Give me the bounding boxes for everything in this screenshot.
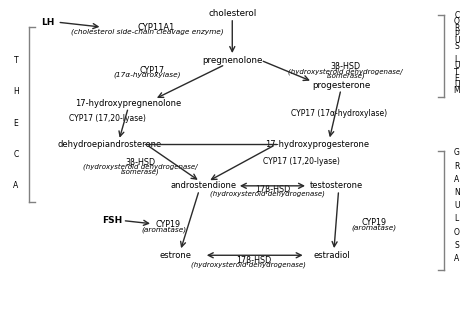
Text: A: A	[454, 175, 459, 184]
Text: U: U	[454, 61, 459, 70]
Text: N: N	[454, 188, 460, 197]
Text: O: O	[454, 17, 460, 26]
Text: LH: LH	[41, 18, 54, 27]
Text: O: O	[454, 228, 460, 237]
Text: (hydroxysteroid dehydrogenase): (hydroxysteroid dehydrogenase)	[210, 191, 325, 198]
Text: (cholesterol side-chain cleavage enzyme): (cholesterol side-chain cleavage enzyme)	[71, 29, 224, 36]
Text: 3β-HSD: 3β-HSD	[125, 158, 155, 167]
Text: (aromatase): (aromatase)	[352, 224, 397, 231]
Text: isomerase): isomerase)	[326, 73, 365, 79]
Text: C: C	[454, 11, 459, 20]
Text: T: T	[13, 56, 18, 65]
Text: FSH: FSH	[102, 216, 123, 225]
Text: CYP19: CYP19	[156, 220, 181, 229]
Text: E: E	[13, 119, 18, 127]
Text: S: S	[455, 42, 459, 51]
Text: androstendione: androstendione	[171, 181, 237, 190]
Text: C: C	[13, 150, 18, 159]
Text: U: U	[454, 201, 459, 210]
Text: 17-hydroxyprogesterone: 17-hydroxyprogesterone	[265, 140, 369, 149]
Text: CYP17 (17,20-lyase): CYP17 (17,20-lyase)	[69, 114, 146, 123]
Text: A: A	[454, 254, 459, 263]
Text: 3β-HSD: 3β-HSD	[331, 62, 361, 71]
Text: testosterone: testosterone	[310, 181, 363, 190]
Text: 17β-HSD: 17β-HSD	[255, 185, 290, 194]
Text: R: R	[454, 161, 459, 171]
Text: M: M	[454, 86, 460, 96]
Text: (aromatase): (aromatase)	[141, 226, 186, 233]
Text: 17β-HSD: 17β-HSD	[236, 256, 271, 265]
Text: U: U	[454, 36, 459, 45]
Text: 17-hydroxypregnenolone: 17-hydroxypregnenolone	[75, 99, 182, 108]
Text: L: L	[455, 214, 459, 223]
Text: estradiol: estradiol	[313, 251, 350, 260]
Text: L: L	[455, 55, 459, 64]
Text: (hydroxysteroid dehydrogenase/: (hydroxysteroid dehydrogenase/	[83, 164, 197, 170]
Text: progesterone: progesterone	[312, 80, 370, 90]
Text: dehydroepiandrosterone: dehydroepiandrosterone	[57, 140, 162, 149]
Text: CYP17: CYP17	[139, 66, 164, 75]
Text: U: U	[454, 80, 459, 89]
Text: isomerase): isomerase)	[121, 168, 159, 175]
Text: (hydroxysteroid dehydrogenase): (hydroxysteroid dehydrogenase)	[191, 262, 306, 269]
Text: CYP11A1: CYP11A1	[138, 23, 175, 32]
Text: S: S	[455, 241, 459, 250]
Text: P: P	[455, 30, 459, 39]
Text: H: H	[13, 87, 18, 96]
Text: CYP17 (17,20-lyase): CYP17 (17,20-lyase)	[263, 157, 340, 166]
Text: G: G	[454, 148, 460, 157]
Text: R: R	[454, 24, 459, 33]
Text: CYP17 (17α-hydroxylase): CYP17 (17α-hydroxylase)	[291, 109, 387, 118]
Text: (17α-hydroxylase): (17α-hydroxylase)	[113, 72, 181, 78]
Text: A: A	[13, 181, 18, 190]
Text: pregnenolone: pregnenolone	[202, 56, 263, 65]
Text: T: T	[455, 68, 459, 77]
Text: (hydroxysteroid dehydrogenase/: (hydroxysteroid dehydrogenase/	[289, 68, 403, 75]
Text: E: E	[455, 74, 459, 83]
Text: estrone: estrone	[160, 251, 191, 260]
Text: cholesterol: cholesterol	[208, 9, 256, 18]
Text: CYP19: CYP19	[362, 218, 387, 227]
